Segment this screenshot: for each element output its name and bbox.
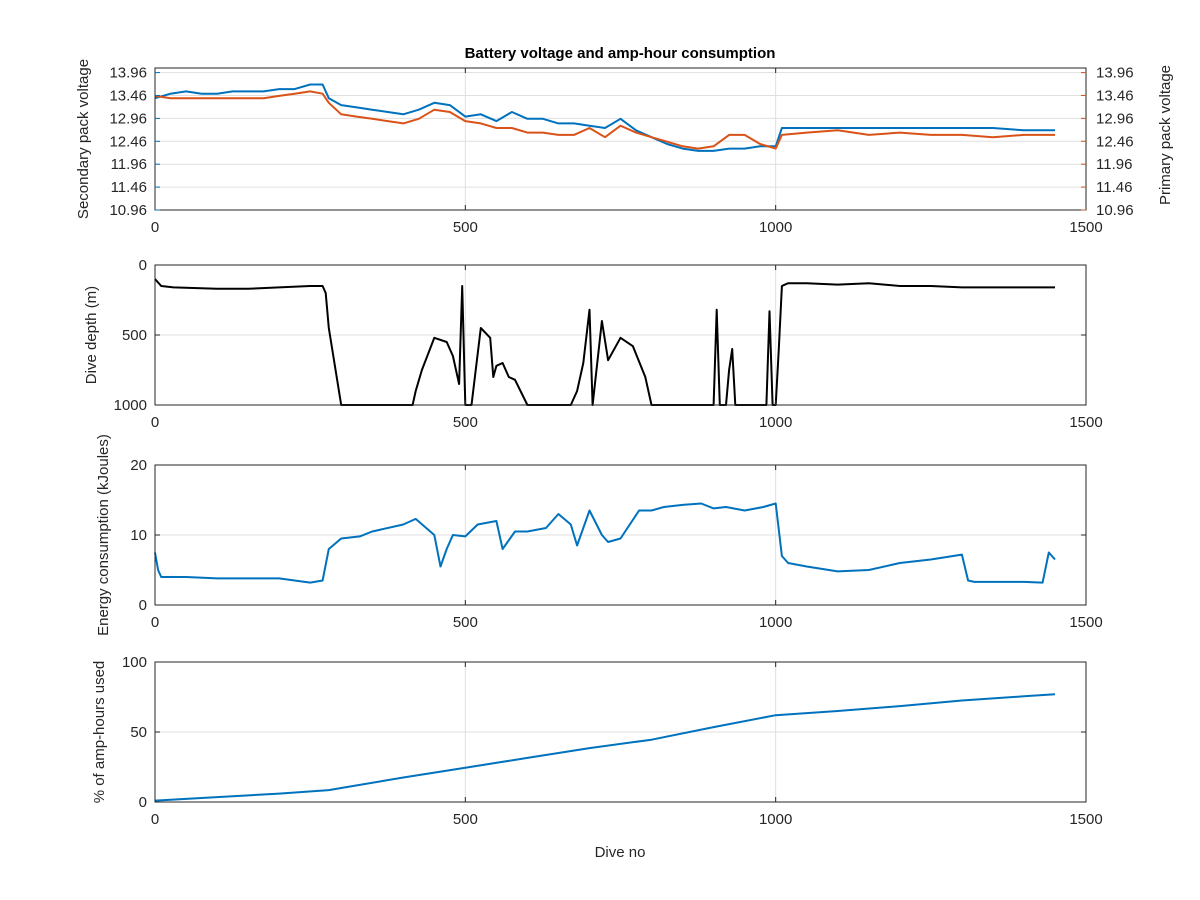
- y-tick-label: 12.96: [109, 110, 147, 127]
- x-tick-label: 0: [151, 811, 159, 828]
- y-tick-label: 20: [130, 457, 147, 474]
- x-tick-label: 1500: [1069, 219, 1102, 236]
- amphours-series-line-0: [154, 693, 1056, 802]
- x-tick-label: 0: [151, 414, 159, 431]
- x-tick-label: 500: [453, 614, 478, 631]
- y-tick-label: 10: [130, 527, 147, 544]
- y-tick-label: 0: [139, 257, 147, 274]
- y-tick-label: 11.46: [111, 179, 147, 196]
- y-tick-label: 0: [139, 794, 147, 811]
- y-right-tick-label: 12.46: [1096, 133, 1134, 150]
- y-right-tick-label: 11.96: [1096, 156, 1132, 173]
- subplot-depth: 0 500 1000 1500 0 500 1000 Dive depth (m): [83, 257, 1103, 431]
- y-tick-label: 1000: [114, 397, 147, 414]
- y-tick-label: 100: [122, 654, 147, 671]
- y-axis-label: Secondary pack voltage: [75, 59, 92, 219]
- x-tick-label: 1500: [1069, 414, 1102, 431]
- voltage-series-line-right: [154, 90, 1055, 150]
- x-axis-label: Dive no: [595, 844, 646, 861]
- x-tick-label: 0: [151, 614, 159, 631]
- depth-series-line-0: [154, 278, 1055, 406]
- x-tick-label: 500: [453, 219, 478, 236]
- y-tick-label: 12.46: [109, 133, 147, 150]
- figure-title: Battery voltage and amp-hour consumption: [465, 45, 776, 62]
- y-right-tick-label: 10.96: [1096, 202, 1134, 219]
- x-tick-label: 1500: [1069, 614, 1102, 631]
- y-axis-label: Dive depth (m): [83, 286, 100, 384]
- y-tick-label: 11.96: [111, 156, 147, 173]
- y-right-tick-label: 13.46: [1096, 87, 1134, 104]
- y-tick-label: 500: [122, 327, 147, 344]
- x-tick-label: 1500: [1069, 811, 1102, 828]
- x-tick-label: 1000: [759, 811, 792, 828]
- y-right-axis-label: Primary pack voltage: [1157, 65, 1174, 205]
- x-tick-label: 500: [453, 414, 478, 431]
- energy-series-line-0: [154, 502, 1056, 584]
- subplot-amphours: 0 500 1000 1500 0 50 100 % of amp-hours used: [91, 654, 1103, 828]
- y-axis-label: Energy consumption (kJoules): [95, 434, 112, 636]
- y-right-tick-label: 12.96: [1096, 110, 1134, 127]
- y-tick-label: 50: [130, 724, 147, 741]
- voltage-series-line-left: [154, 83, 1055, 152]
- y-right-tick-label: 13.96: [1096, 65, 1134, 82]
- x-tick-label: 500: [453, 811, 478, 828]
- y-tick-label: 13.96: [109, 65, 147, 82]
- x-tick-label: 1000: [759, 414, 792, 431]
- axes-frame: [154, 67, 1087, 211]
- x-tick-label: 0: [151, 219, 159, 236]
- x-tick-label: 1000: [759, 219, 792, 236]
- y-tick-label: 13.46: [109, 87, 147, 104]
- subplot-energy: 0 500 1000 1500 0 10 20 Energy consumption (kJo…: [95, 434, 1103, 636]
- y-right-tick-label: 11.46: [1096, 179, 1132, 196]
- y-tick-label: 10.96: [109, 202, 147, 219]
- y-tick-label: 0: [139, 597, 147, 614]
- y-axis-label: % of amp-hours used: [91, 661, 108, 804]
- x-tick-label: 1000: [759, 614, 792, 631]
